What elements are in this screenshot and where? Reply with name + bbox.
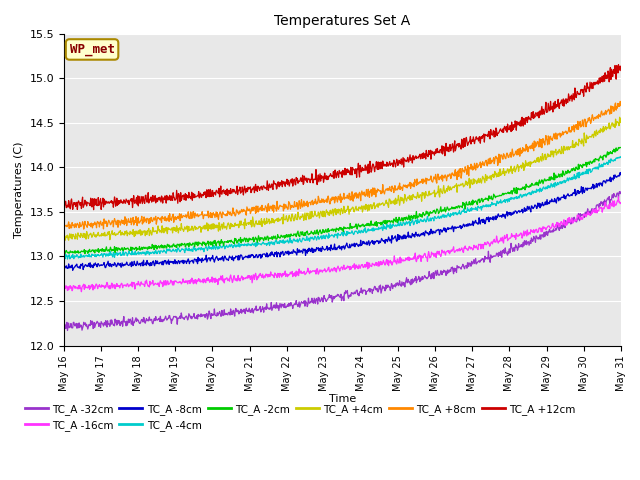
TC_A -32cm <box>60 325 68 331</box>
TC_A +12cm <box>60 204 68 209</box>
TC_A +8cm <box>617 102 625 108</box>
TC_A -8cm <box>69 267 77 273</box>
Line: TC_A -4cm: TC_A -4cm <box>64 156 621 259</box>
TC_A +4cm <box>616 114 623 120</box>
TC_A -8cm <box>598 183 606 189</box>
TC_A +8cm <box>80 226 88 232</box>
TC_A -8cm <box>616 169 624 175</box>
TC_A -8cm <box>60 264 68 270</box>
Line: TC_A -2cm: TC_A -2cm <box>64 147 621 255</box>
TC_A +12cm <box>617 68 625 73</box>
TC_A +8cm <box>598 111 606 117</box>
Legend: TC_A -32cm, TC_A -16cm, TC_A -8cm, TC_A -4cm, TC_A -2cm, TC_A +4cm, TC_A +8cm, T: TC_A -32cm, TC_A -16cm, TC_A -8cm, TC_A … <box>25 404 575 431</box>
TC_A +12cm <box>164 194 172 200</box>
TC_A +4cm <box>65 237 72 243</box>
Line: TC_A +4cm: TC_A +4cm <box>64 117 621 240</box>
TC_A -16cm <box>88 282 95 288</box>
TC_A -4cm <box>164 246 172 252</box>
TC_A -16cm <box>77 289 85 295</box>
TC_A -16cm <box>60 285 68 290</box>
TC_A -2cm <box>388 218 396 224</box>
TC_A -4cm <box>617 155 625 160</box>
TC_A -2cm <box>598 155 605 160</box>
TC_A -2cm <box>617 144 625 150</box>
TC_A -4cm <box>292 238 300 243</box>
TC_A -2cm <box>60 252 68 258</box>
TC_A +4cm <box>388 199 396 205</box>
TC_A -4cm <box>598 162 606 168</box>
TC_A +8cm <box>60 222 68 228</box>
TC_A +4cm <box>589 135 597 141</box>
TC_A +12cm <box>589 81 597 86</box>
TC_A +12cm <box>87 195 95 201</box>
TC_A +12cm <box>598 73 606 79</box>
TC_A -16cm <box>598 209 606 215</box>
TC_A -4cm <box>616 154 624 159</box>
TC_A -32cm <box>88 322 95 327</box>
TC_A +8cm <box>164 217 172 223</box>
Line: TC_A -8cm: TC_A -8cm <box>64 172 621 270</box>
Line: TC_A +12cm: TC_A +12cm <box>64 65 621 210</box>
TC_A -4cm <box>88 254 95 260</box>
TC_A -8cm <box>164 260 172 266</box>
TC_A -32cm <box>164 315 172 321</box>
TC_A -16cm <box>589 208 597 214</box>
TC_A -2cm <box>163 241 171 247</box>
TC_A +4cm <box>292 212 300 217</box>
TC_A +4cm <box>88 232 95 238</box>
TC_A -16cm <box>617 200 625 206</box>
TC_A -16cm <box>614 194 622 200</box>
TC_A +4cm <box>617 116 625 121</box>
TC_A +8cm <box>292 204 300 210</box>
TC_A +4cm <box>164 225 172 230</box>
TC_A +8cm <box>388 185 396 191</box>
TC_A -2cm <box>291 232 299 238</box>
TC_A -8cm <box>388 236 396 242</box>
TC_A -16cm <box>292 274 300 279</box>
TC_A -4cm <box>388 222 396 228</box>
TC_A -8cm <box>292 250 300 255</box>
TC_A -2cm <box>589 158 596 164</box>
TC_A +12cm <box>292 182 300 188</box>
TC_A -8cm <box>589 186 597 192</box>
TC_A +12cm <box>614 62 622 68</box>
TC_A -32cm <box>292 300 300 306</box>
TC_A -32cm <box>589 207 597 213</box>
TC_A +4cm <box>60 231 68 237</box>
TC_A -32cm <box>617 189 625 195</box>
TC_A -8cm <box>617 172 625 178</box>
Title: Temperatures Set A: Temperatures Set A <box>275 14 410 28</box>
TC_A +8cm <box>88 220 95 226</box>
TC_A -16cm <box>164 278 172 284</box>
TC_A -32cm <box>616 189 623 194</box>
TC_A -4cm <box>589 165 597 171</box>
Y-axis label: Temperatures (C): Temperatures (C) <box>14 141 24 238</box>
TC_A -4cm <box>63 256 71 262</box>
TC_A -16cm <box>388 260 396 266</box>
Text: WP_met: WP_met <box>70 43 115 56</box>
TC_A -32cm <box>388 286 396 291</box>
TC_A -32cm <box>63 328 71 334</box>
TC_A +4cm <box>598 126 606 132</box>
X-axis label: Time: Time <box>329 394 356 404</box>
TC_A +12cm <box>388 162 396 168</box>
TC_A +12cm <box>90 207 97 213</box>
Line: TC_A -32cm: TC_A -32cm <box>64 192 621 331</box>
TC_A +8cm <box>589 118 597 123</box>
TC_A -2cm <box>87 249 95 254</box>
TC_A -4cm <box>60 254 68 260</box>
TC_A +8cm <box>616 98 624 104</box>
Line: TC_A +8cm: TC_A +8cm <box>64 101 621 229</box>
Line: TC_A -16cm: TC_A -16cm <box>64 197 621 292</box>
TC_A -8cm <box>88 262 95 268</box>
TC_A -32cm <box>598 200 606 205</box>
